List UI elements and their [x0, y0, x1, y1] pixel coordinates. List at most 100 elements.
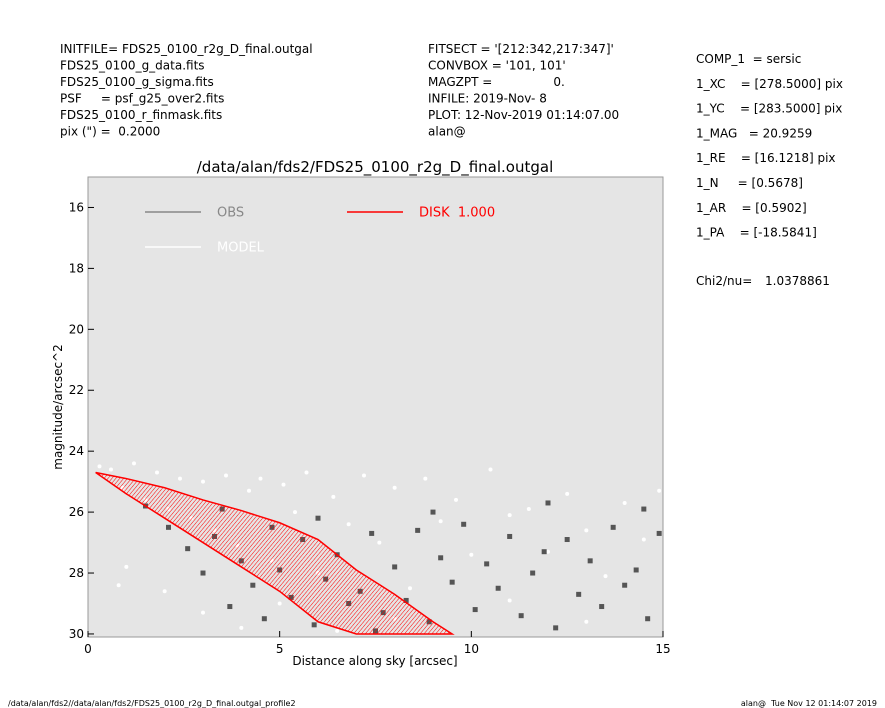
header-mid-line: PLOT: 12-Nov-2019 01:14:07.00 [428, 108, 619, 122]
chi2-label: Chi2/nu= [696, 274, 752, 288]
model-point [584, 528, 589, 533]
model-point [488, 467, 493, 472]
model-point [507, 513, 512, 518]
model-point [454, 497, 458, 502]
model-point [507, 598, 512, 603]
param-line: 1_PA = [-18.5841] [696, 226, 817, 240]
obs-point [415, 527, 421, 533]
obs-point [541, 549, 547, 555]
obs-point [553, 625, 559, 631]
obs-point [587, 558, 593, 564]
obs-point [507, 533, 513, 539]
model-point [335, 628, 340, 633]
legend-label: DISK 1.000 [419, 206, 495, 221]
y-tick-label: 28 [69, 566, 84, 580]
x-tick-label: 0 [84, 642, 92, 656]
model-point [258, 476, 263, 481]
param-line: 1_YC = [283.5000] pix [696, 102, 842, 116]
legend-label: MODEL [217, 241, 265, 256]
obs-point [403, 597, 409, 603]
model-point [178, 476, 182, 481]
obs-point [599, 604, 605, 610]
param-line: 1_RE = [16.1218] pix [696, 151, 836, 165]
obs-point [227, 604, 233, 610]
obs-point [166, 524, 171, 530]
model-point [201, 610, 205, 615]
y-tick-label: 20 [69, 322, 84, 336]
model-point [423, 476, 428, 481]
obs-point [656, 530, 662, 536]
model-point [584, 619, 589, 624]
model-point [162, 589, 167, 594]
obs-point [311, 622, 317, 628]
model-point [438, 519, 443, 524]
obs-point [392, 564, 398, 570]
header-mid-line: CONVBOX = '101, 101' [428, 59, 566, 73]
y-tick-label: 18 [69, 261, 84, 275]
model-point [109, 467, 113, 472]
param-line: 1_XC = [278.5000] pix [696, 77, 843, 91]
x-axis-label: Distance along sky [arcsec] [292, 654, 457, 668]
param-line: 1_N = [0.5678] [696, 176, 803, 190]
obs-point [610, 524, 616, 530]
y-axis-label: magnitude/arcsec^2 [51, 344, 65, 470]
model-point [155, 470, 159, 475]
model-point [201, 479, 205, 484]
obs-point [484, 561, 490, 567]
model-point [346, 522, 351, 527]
model-point [603, 574, 608, 579]
footer-right: alan@ Tue Nov 12 01:14:07 2019 [741, 699, 877, 708]
obs-point [545, 500, 551, 506]
param-line: 1_AR = [0.5902] [696, 201, 807, 215]
obs-point [518, 613, 524, 619]
y-tick-label: 16 [69, 200, 84, 214]
y-tick-label: 22 [69, 383, 84, 397]
param-line: 1_MAG = 20.9259 [696, 126, 812, 140]
model-point [526, 507, 531, 512]
model-point [124, 564, 129, 569]
model-point [132, 461, 136, 466]
obs-point [369, 530, 375, 536]
legend-label: OBS [217, 206, 244, 221]
obs-point [430, 509, 436, 515]
header-left-line: FDS25_0100_r_finmask.fits [60, 108, 222, 122]
obs-point [564, 537, 570, 543]
chart-title: /data/alan/fds2/FDS25_0100_r2g_D_final.o… [197, 158, 554, 177]
y-tick-label: 30 [69, 627, 84, 641]
header-left-line: FDS25_0100_g_data.fits [60, 59, 205, 73]
obs-point [250, 582, 256, 588]
model-point [116, 583, 121, 588]
model-point [657, 488, 662, 493]
model-point [546, 549, 550, 554]
model-point [469, 552, 474, 557]
obs-point [472, 607, 478, 613]
param-line: COMP_1 = sersic [696, 52, 801, 66]
model-point [304, 470, 309, 475]
model-point [293, 510, 297, 515]
model-point [247, 488, 251, 493]
obs-point [495, 585, 501, 591]
header-mid-line: FITSECT = '[212:342,217:347]' [428, 42, 614, 56]
obs-point [633, 567, 639, 573]
obs-point [200, 570, 206, 576]
y-tick-label: 24 [69, 444, 84, 458]
obs-point [449, 579, 455, 585]
disk-area [95, 471, 455, 635]
model-point [392, 485, 397, 490]
plot-area [87, 176, 664, 638]
model-point [224, 473, 228, 478]
footer-left: /data/alan/fds2//data/alan/fds2/FDS25_01… [8, 699, 296, 708]
obs-point [438, 555, 444, 561]
header-left-line: PSF = psf_g25_over2.fits [60, 92, 224, 106]
model-point [281, 482, 286, 487]
obs-point [645, 616, 651, 622]
model-point [622, 500, 627, 505]
model-point [277, 601, 282, 606]
obs-point [530, 570, 536, 576]
model-point [331, 494, 336, 499]
model-point [97, 464, 102, 469]
model-point [377, 540, 382, 545]
obs-point [641, 506, 647, 512]
obs-point [461, 521, 467, 527]
